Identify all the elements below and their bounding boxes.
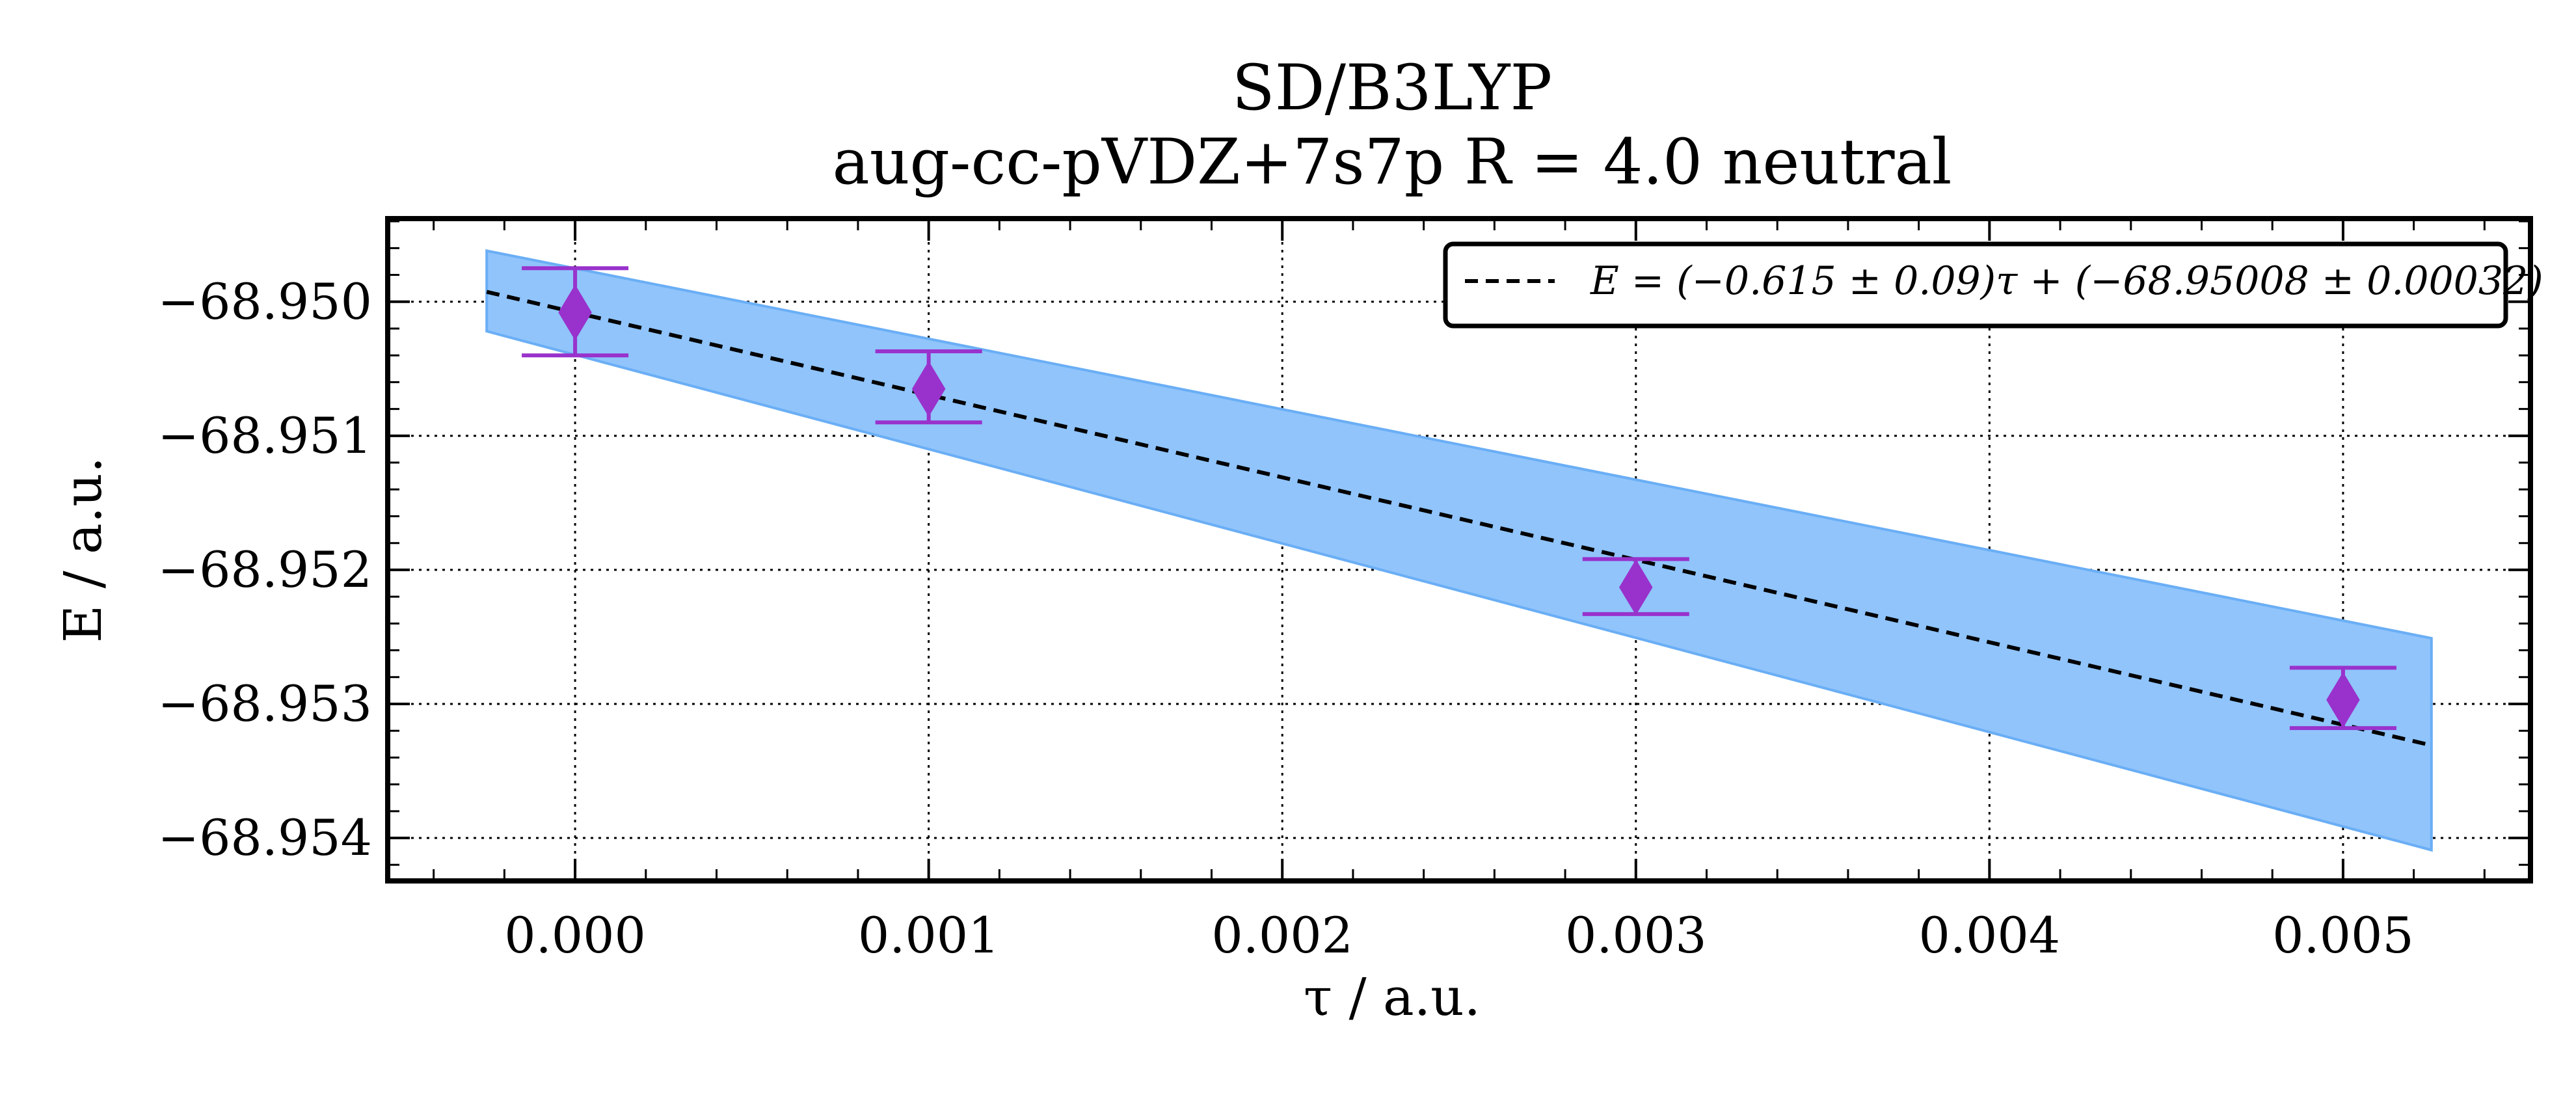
- x-tick-label: 0.004: [1919, 906, 2061, 964]
- x-tick-label: 0.005: [2272, 906, 2414, 964]
- points-layer: [522, 266, 2396, 731]
- y-tick-label: −68.951: [157, 407, 372, 465]
- data-point-marker: [558, 284, 592, 341]
- plot-frame: [385, 216, 2533, 884]
- legend-fit-label: E = (−0.615 ± 0.09)τ + (−68.95008 ± 0.00…: [1590, 258, 2543, 304]
- data-point-marker: [1619, 559, 1653, 615]
- y-tick-label: −68.950: [157, 273, 372, 331]
- x-tick-label: 0.002: [1211, 906, 1353, 964]
- band-layer: [485, 249, 2433, 852]
- fit-confidence-band: [485, 249, 2433, 852]
- legend-box: [1443, 241, 2508, 329]
- legend: E = (−0.615 ± 0.09)τ + (−68.95008 ± 0.00…: [1443, 241, 2543, 329]
- y-tick-label: −68.954: [157, 809, 372, 867]
- data-point-marker: [911, 360, 946, 417]
- y-tick-label: −68.953: [157, 675, 372, 733]
- x-axis-label: τ / a.u.: [1304, 967, 1481, 1027]
- data-point-marker: [2326, 671, 2360, 728]
- chart-title-line1: SD/B3LYP: [1232, 51, 1552, 124]
- chart-title-line2: aug-cc-pVDZ+7s7p R = 4.0 neutral: [832, 126, 1952, 198]
- x-tick-label: 0.000: [504, 906, 646, 964]
- y-axis-label: E / a.u.: [53, 457, 113, 643]
- x-tick-label: 0.003: [1565, 906, 1707, 964]
- x-tick-label: 0.001: [858, 906, 1000, 964]
- y-tick-label: −68.952: [157, 541, 372, 599]
